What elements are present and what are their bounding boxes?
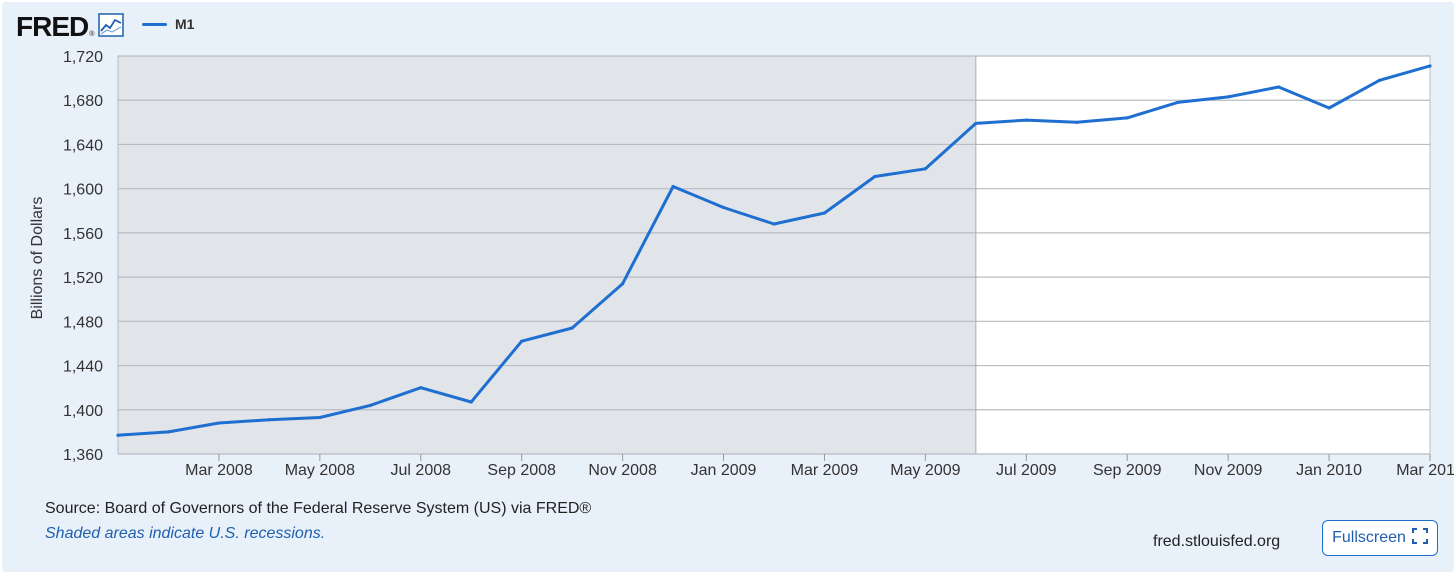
- x-tick-label: May 2009: [890, 462, 960, 479]
- series-layer: [116, 64, 1432, 437]
- recession-note: Shaded areas indicate U.S. recessions.: [45, 525, 326, 542]
- x-tick-label: Nov 2009: [1194, 462, 1263, 479]
- x-tick-label: Jul 2008: [391, 462, 452, 479]
- data-point: [1428, 64, 1432, 68]
- fullscreen-label: Fullscreen: [1332, 529, 1406, 546]
- fullscreen-button[interactable]: Fullscreen: [1322, 520, 1438, 556]
- y-tick-label: 1,640: [63, 137, 103, 154]
- data-point: [671, 184, 675, 189]
- data-point: [923, 167, 927, 171]
- x-tick-label: Mar 2010: [1396, 462, 1454, 479]
- plot-border: [117, 55, 1431, 455]
- gridlines: [117, 55, 1431, 455]
- data-point: [419, 386, 423, 390]
- legend-swatch: [142, 22, 167, 26]
- data-point: [520, 339, 524, 343]
- data-point: [368, 403, 372, 407]
- x-tick-label: Sep 2009: [1093, 462, 1162, 479]
- source-text: Source: Board of Governors of the Federa…: [45, 500, 592, 517]
- y-axis-ticks: 1,360 1,400 1,440 1,480 1,520 1,560 1,600 1,640…: [63, 49, 103, 464]
- x-tick-label: Mar 2008: [185, 462, 253, 479]
- data-point: [469, 400, 473, 404]
- x-tick-label: Mar 2009: [791, 462, 859, 479]
- plot-background: [118, 56, 1430, 454]
- data-point: [116, 433, 120, 437]
- y-tick-label: 1,440: [63, 359, 103, 376]
- data-point: [721, 205, 726, 210]
- data-point: [621, 282, 625, 286]
- data-point: [873, 174, 877, 179]
- data-point: [772, 222, 776, 226]
- logo-registered-mark: ®: [89, 31, 95, 38]
- data-point: [1125, 116, 1129, 120]
- data-point: [1226, 95, 1230, 99]
- chart-plot[interactable]: 1,360 1,400 1,440 1,480 1,520 1,560 1,600 1,640…: [2, 2, 1454, 497]
- x-tick-label: Jan 2010: [1296, 462, 1362, 479]
- y-tick-label: 1,560: [63, 226, 103, 243]
- x-tick-label: Jan 2009: [691, 462, 757, 479]
- x-tick-label: Jul 2009: [996, 462, 1057, 479]
- legend-label: M1: [175, 16, 195, 32]
- logo-text: FRED: [16, 11, 89, 42]
- data-point: [1377, 78, 1382, 82]
- data-point: [974, 121, 978, 126]
- data-point: [822, 211, 827, 215]
- expand-icon: [1411, 527, 1428, 549]
- chart-legend[interactable]: M1: [142, 16, 194, 32]
- y-tick-label: 1,480: [63, 314, 103, 331]
- y-tick-label: 1,720: [63, 49, 103, 66]
- x-axis-ticks: Mar 2008 May 2008 Jul 2008 Sep 2008 Nov 2008…: [185, 454, 1454, 479]
- y-tick-label: 1,400: [63, 403, 103, 420]
- y-axis-label: Billions of Dollars: [29, 197, 46, 320]
- data-point: [166, 430, 171, 434]
- data-point: [570, 326, 574, 330]
- x-tick-label: Sep 2008: [487, 462, 556, 479]
- data-point: [1075, 120, 1079, 124]
- x-tick-label: May 2008: [285, 462, 355, 479]
- data-point: [318, 415, 322, 420]
- y-tick-label: 1,360: [63, 447, 103, 464]
- data-point: [267, 418, 271, 422]
- y-tick-label: 1,600: [63, 182, 103, 199]
- x-tick-label: Nov 2008: [588, 462, 657, 479]
- site-link[interactable]: fred.stlouisfed.org: [1153, 533, 1281, 550]
- data-point: [1327, 106, 1331, 110]
- y-tick-label: 1,520: [63, 270, 103, 287]
- data-point: [1277, 85, 1281, 89]
- fred-logo[interactable]: FRED ®: [16, 11, 125, 43]
- line-chart-icon: [98, 12, 125, 42]
- y-tick-label: 1,680: [63, 93, 103, 110]
- data-point: [1176, 100, 1180, 105]
- data-point: [1024, 118, 1028, 122]
- data-point: [217, 421, 221, 425]
- recession-shading: [118, 56, 976, 454]
